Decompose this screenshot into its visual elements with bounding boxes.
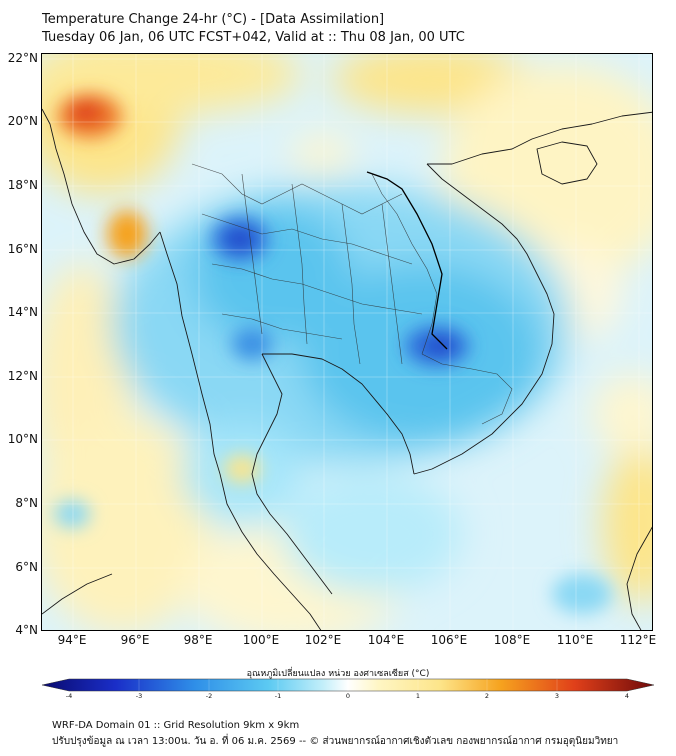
map-gridlines [42, 54, 652, 630]
lat-label-22n: 22°N [7, 51, 38, 65]
colorbar-gradient [41, 678, 655, 692]
footer-credit: ปรับปรุงข้อมูล ณ เวลา 13:00น. วัน อ. ที่… [52, 736, 619, 747]
map-subtitle: Tuesday 06 Jan, 06 UTC FCST+042, Valid a… [42, 30, 465, 45]
lat-label-8n: 8°N [15, 496, 38, 510]
lat-label-6n: 6°N [15, 560, 38, 574]
colorbar-tick: -1 [274, 692, 282, 700]
lon-label-110e: 110°E [556, 633, 594, 647]
lon-label-100e: 100°E [242, 633, 280, 647]
map-panel[interactable] [41, 53, 653, 631]
lat-label-10n: 10°N [7, 432, 38, 446]
lat-label-4n: 4°N [15, 623, 38, 637]
lat-label-12n: 12°N [7, 369, 38, 383]
colorbar-tick: 0 [345, 692, 351, 700]
lon-label-104e: 104°E [367, 633, 405, 647]
lat-label-14n: 14°N [7, 305, 38, 319]
country-borders [366, 171, 448, 350]
lon-label-112e: 112°E [619, 633, 657, 647]
lat-label-16n: 16°N [7, 242, 38, 256]
footer-model-info: WRF-DA Domain 01 :: Grid Resolution 9km … [52, 720, 300, 731]
colorbar-tick: -2 [205, 692, 213, 700]
lat-label-20n: 20°N [7, 114, 38, 128]
colorbar-tick: 1 [415, 692, 421, 700]
lon-label-106e: 106°E [430, 633, 468, 647]
colorbar-divisions [138, 679, 558, 691]
colorbar-tick: -3 [135, 692, 143, 700]
lon-label-98e: 98°E [183, 633, 213, 647]
colorbar-tick: -4 [65, 692, 73, 700]
lon-label-96e: 96°E [120, 633, 150, 647]
colorbar [41, 678, 655, 692]
colorbar-title: อุณหภูมิเปลี่ยนแปลง หน่วย องศาเซลเซียส (… [246, 669, 430, 679]
colorbar-tick: 3 [554, 692, 560, 700]
province-borders [191, 163, 513, 425]
map-title: Temperature Change 24-hr (°C) - [Data As… [42, 12, 385, 27]
coastlines [42, 108, 652, 630]
lon-label-108e: 108°E [493, 633, 531, 647]
temperature-extremes [54, 94, 612, 614]
colorbar-tick: 4 [624, 692, 630, 700]
temperature-field [42, 54, 652, 630]
lat-label-18n: 18°N [7, 178, 38, 192]
lon-label-102e: 102°E [304, 633, 342, 647]
temperature-map [42, 54, 652, 630]
colorbar-tick: 2 [484, 692, 490, 700]
lon-label-94e: 94°E [57, 633, 87, 647]
